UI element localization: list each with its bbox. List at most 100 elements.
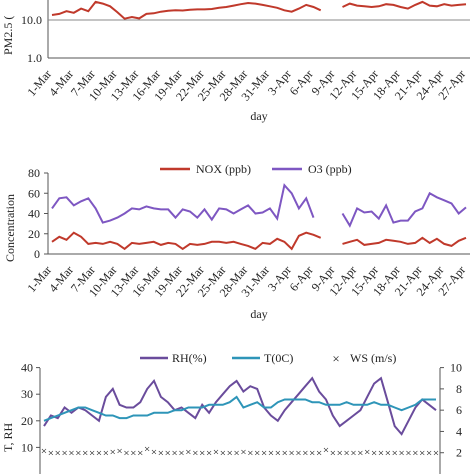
rh-series-line [43,376,437,436]
concentration-ytick-label: 60 [28,186,40,200]
ws-data-point: × [268,448,274,460]
ws-data-point: × [385,448,391,460]
ws-data-point: × [364,447,370,459]
ws-data-point: × [399,448,405,460]
ws-data-point: × [309,448,315,460]
concentration-ytick-label: 20 [28,227,40,241]
ws-data-point: × [123,448,129,460]
ws-data-point: × [412,448,418,460]
legend-label-ws: WS (m/s) [350,351,396,365]
concentration-xtick-labels: 1-Mar4-Mar7-Mar10-Mar13-Mar16-Mar19-Mar2… [24,263,468,300]
ws-data-point: × [151,447,157,459]
ws-data-point: × [68,448,74,460]
ws-data-point: × [62,448,68,460]
ws-data-point: × [158,448,164,460]
met-ytick-label: 30 [21,387,33,401]
ws-data-point: × [130,448,136,460]
ws-data-point: × [41,446,47,458]
ws-data-point: × [89,448,95,460]
concentration-ylabel: Concentration [3,194,17,262]
concentration-yticks: 0 20 40 60 80 [28,166,48,261]
concentration-chart: 0 20 40 60 80 Concentration NOX (ppb) O3 (pp… [3,162,470,321]
met-series-group: × × × × × × × × × × × × × × × × × × × × × × × × × × × × × × × × × × × × × × × ×… [41,376,439,460]
concentration-ytick-label: 0 [34,247,40,261]
met-y2tick-label: 4 [456,424,462,438]
ws-data-point: × [282,448,288,460]
pm25-series-group [51,0,467,20]
ws-data-point: × [172,448,178,460]
ws-data-point: × [96,448,102,460]
ws-data-point: × [178,448,184,460]
ws-data-point: × [82,448,88,460]
met-legend: RH(%) T(0C) × WS (m/s) [140,351,396,366]
pm25-ylabel: PM2.5 ( [1,16,15,55]
ws-data-point: × [110,447,116,459]
pm25-xtick-labels: 1-Mar4-Mar7-Mar10-Mar13-Mar16-Mar19-Mar2… [24,67,468,104]
ws-data-point: × [343,448,349,460]
met-ytick-label: 40 [21,361,33,375]
concentration-xtick-label: 6-Apr [287,263,316,294]
ws-data-point: × [371,448,377,460]
ws-data-point: × [247,448,253,460]
legend-label-rh: RH(%) [172,351,207,365]
ws-data-point: × [227,448,233,460]
met-yticks-left: 10 20 30 40 [21,361,40,454]
concentration-xtick-label: 3-Apr [265,263,294,294]
concentration-legend: NOX (ppb) O3 (ppb) [160,162,352,176]
ws-data-point: × [302,448,308,460]
ws-data-point: × [405,448,411,460]
ws-data-point: × [323,445,329,457]
ws-data-point: × [261,448,267,460]
ws-data-point: × [233,448,239,460]
pm25-xlabel: day [250,109,267,123]
met-yticks-right: 2 4 6 8 10 [440,361,462,460]
ws-data-point: × [275,448,281,460]
pm25-chart: 10.0 1.0 PM2.5 ( 1-Mar4-Mar7-Mar10-Mar13… [1,0,470,123]
pm25-series-line [51,0,467,20]
pm25-ytick-1: 1.0 [27,51,42,65]
ws-data-point: × [330,448,336,460]
ws-data-point: × [426,448,432,460]
ws-data-point: × [337,448,343,460]
ws-data-point: × [419,448,425,460]
ws-data-point: × [75,448,81,460]
pm25-xtick-label: 6-Apr [287,67,316,98]
met-ylabel: T, RH [1,423,15,452]
met-y2tick-label: 10 [450,361,462,375]
ws-data-point: × [240,447,246,459]
legend-label-t: T(0C) [264,351,293,365]
met-y2tick-label: 2 [456,446,462,460]
concentration-xlabel: day [250,307,267,321]
concentration-ytick-label: 80 [28,166,40,180]
met-ytick-label: 20 [21,414,33,428]
ws-data-point: × [433,448,439,460]
ws-data-point: × [48,448,54,460]
ws-data-point: × [254,448,260,460]
pm25-xtick-label: 3-Apr [265,67,294,98]
ws-data-point: × [220,448,226,460]
pm25-ytick-10: 10.0 [21,13,42,27]
ws-data-point: × [185,447,191,459]
ws-data-point: × [117,446,123,458]
ws-data-point: × [103,448,109,460]
t-series-line [43,395,436,422]
met-y2tick-label: 6 [456,403,462,417]
met-y2tick-label: 8 [456,382,462,396]
o3-series-line [51,183,467,228]
ws-data-point: × [316,448,322,460]
concentration-ytick-label: 40 [28,207,40,221]
met-ytick-label: 10 [21,440,33,454]
ws-data-point: × [295,448,301,460]
ws-data-point: × [199,448,205,460]
ws-data-point: × [288,448,294,460]
meteorology-chart: 10 20 30 40 2 4 6 8 10 T, RH RH(%) T(0C) × WS (… [1,351,462,474]
ws-data-point: × [144,443,150,455]
ws-data-point: × [137,448,143,460]
legend-label-o3: O3 (ppb) [308,162,352,176]
concentration-series-group [51,183,467,251]
ws-data-point: × [350,448,356,460]
legend-swatch-ws: × [332,351,339,366]
ws-data-point: × [357,448,363,460]
ws-data-point: × [213,447,219,459]
